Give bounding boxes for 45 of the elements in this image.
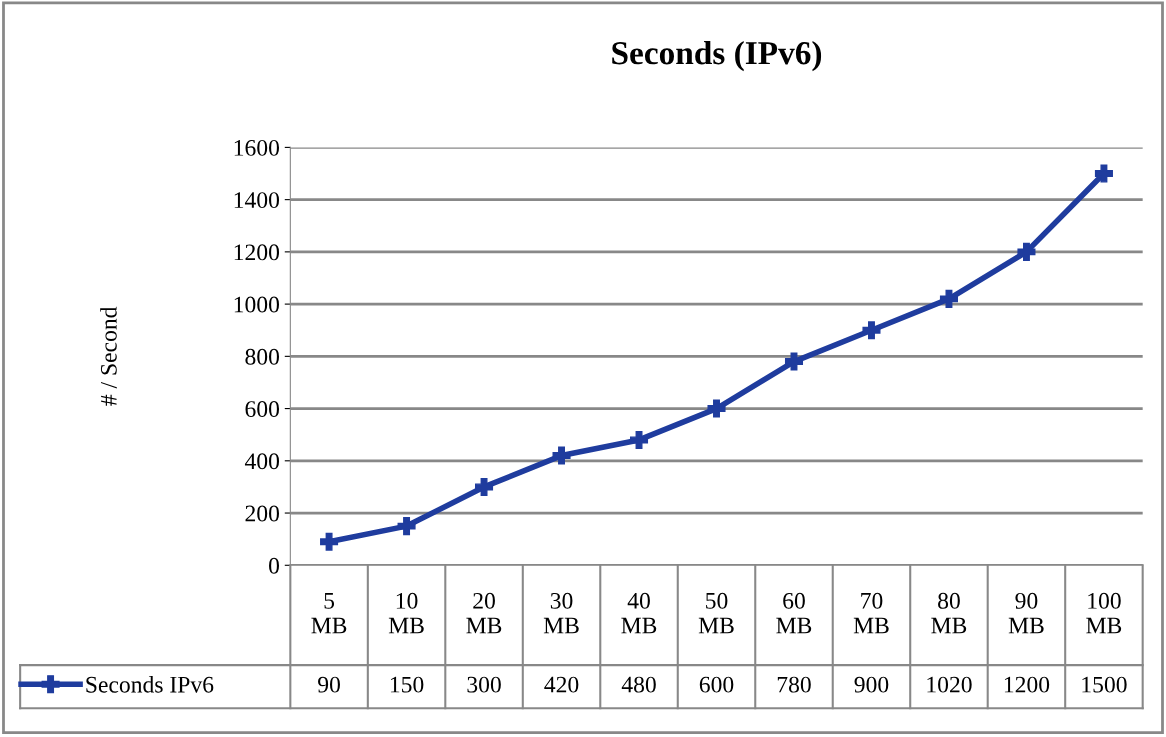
point <box>939 289 958 308</box>
data-label: 1500 <box>1082 676 1127 693</box>
y-tick-label: 400 <box>244 453 280 470</box>
x-tick-label: 10 MB <box>388 592 424 634</box>
x-tick-label: 70 MB <box>853 592 889 634</box>
x-tick-label: 60 MB <box>776 592 812 634</box>
y-tick-label: 800 <box>245 348 280 365</box>
x-tick-label: 5 MB <box>311 593 347 634</box>
legend-label: Seconds IPv6 <box>86 676 214 693</box>
point <box>784 352 804 371</box>
point <box>1017 242 1036 261</box>
point <box>1094 164 1113 183</box>
data-label: 90 <box>318 676 340 693</box>
point <box>475 477 494 496</box>
y-tick-label: 1400 <box>234 192 280 209</box>
x-tick-label: 50 MB <box>698 592 734 634</box>
point <box>397 517 416 536</box>
point <box>862 321 881 340</box>
point <box>629 430 649 449</box>
y-tick-label: 0 <box>269 557 280 574</box>
data-label: 780 <box>777 676 811 693</box>
data-label: 1020 <box>927 676 972 693</box>
x-tick-label: 100 MB <box>1086 592 1122 634</box>
x-tick-label: 90 MB <box>1008 592 1044 634</box>
chart-title: Seconds (IPv6) <box>612 40 822 72</box>
y-tick-label: 1200 <box>234 244 280 261</box>
data-label: 1200 <box>1004 676 1050 693</box>
y-axis-title: # / Second <box>100 306 117 406</box>
data-label: 900 <box>854 676 889 693</box>
data-label: 300 <box>467 676 501 693</box>
data-label: 150 <box>390 676 424 693</box>
y-tick-label: 1000 <box>234 296 280 313</box>
x-tick-label: 80 MB <box>931 592 967 634</box>
x-tick-label: 30 MB <box>543 592 579 634</box>
y-tick-label: 600 <box>245 401 280 417</box>
point <box>707 399 726 418</box>
point <box>320 532 339 551</box>
y-tick-label: 1600 <box>234 139 280 156</box>
x-tick-label: 20 MB <box>466 592 502 634</box>
y-tick-label: 200 <box>245 505 280 522</box>
data-label: 480 <box>621 676 656 693</box>
data-label: 600 <box>699 676 734 693</box>
point <box>552 446 571 465</box>
x-tick-label: 40 MB <box>621 592 657 634</box>
data-label: 420 <box>544 676 579 693</box>
